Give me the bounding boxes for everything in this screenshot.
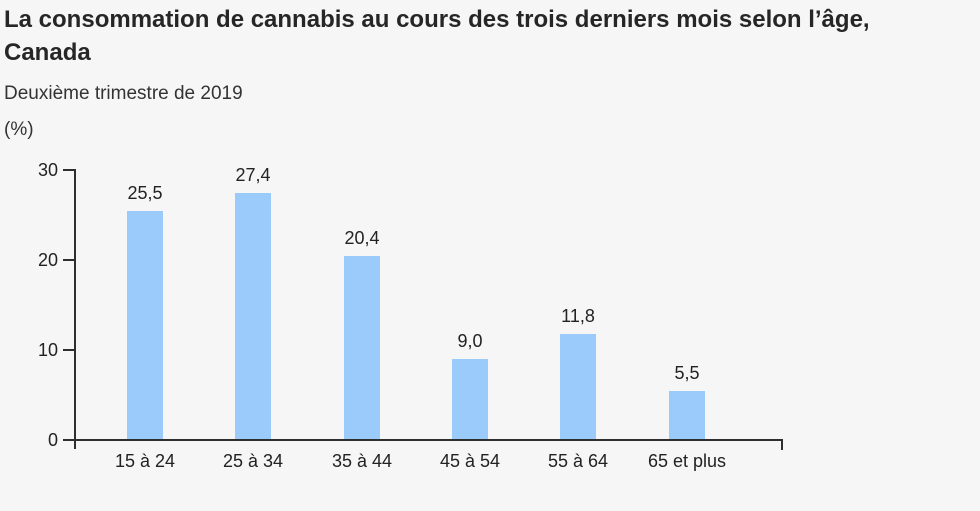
- chart-subtitle: Deuxième trimestre de 2019: [4, 83, 243, 104]
- bar-value-label: 25,5: [127, 183, 163, 203]
- bar: [127, 211, 163, 439]
- y-axis-tick-label: 20: [37, 250, 58, 270]
- bar: [235, 193, 271, 439]
- y-axis-tick: [63, 169, 76, 171]
- bar-value-label: 27,4: [235, 165, 271, 185]
- x-axis-category-label: 15 à 24: [114, 451, 176, 471]
- bar-value-label: 11,8: [561, 306, 595, 326]
- chart-title: La consommation de cannabis au cours des…: [4, 6, 870, 66]
- bar-value-label: 9,0: [457, 331, 483, 351]
- y-axis-line: [74, 170, 76, 449]
- x-axis-category-label: 55 à 64: [547, 451, 609, 471]
- x-axis-category-label: 65 et plus: [647, 451, 727, 471]
- bar: [669, 391, 705, 439]
- bar-value-label: 5,5: [674, 363, 700, 383]
- bar: [344, 256, 380, 439]
- x-axis-end-tick: [781, 439, 783, 450]
- y-axis-unit-label: (%): [4, 119, 34, 140]
- bar: [452, 359, 488, 439]
- x-axis-category-label: 35 à 44: [331, 451, 393, 471]
- y-axis-tick: [63, 259, 76, 261]
- x-axis-category-label: 25 à 34: [222, 451, 284, 471]
- y-axis-tick-label: 0: [47, 430, 58, 450]
- bar: [560, 334, 596, 439]
- x-axis-category-label: 45 à 54: [439, 451, 501, 471]
- y-axis-tick: [63, 439, 76, 441]
- y-axis-tick: [63, 349, 76, 351]
- y-axis-tick-label: 10: [37, 340, 58, 360]
- y-axis-tick-label: 30: [37, 160, 58, 180]
- bar-value-label: 20,4: [344, 228, 380, 248]
- x-axis-line: [74, 439, 783, 441]
